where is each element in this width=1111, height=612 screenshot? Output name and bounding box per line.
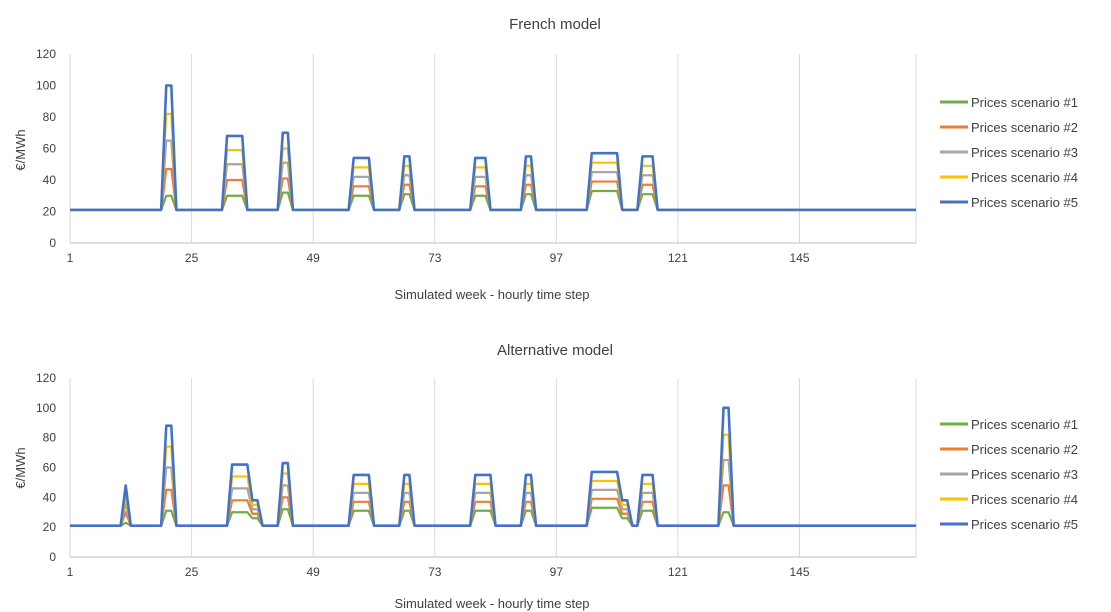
y-tick-label: 0 — [49, 550, 56, 564]
x-tick-label: 145 — [789, 251, 809, 265]
series-line — [70, 112, 916, 212]
x-tick-label: 97 — [550, 565, 564, 579]
y-tick-label: 40 — [43, 173, 57, 187]
legend-label: Prices scenario #1 — [971, 95, 1078, 110]
x-tick-label: 121 — [668, 565, 688, 579]
chart-french-model: French model €/MWh Simulated week - hour… — [13, 16, 1078, 302]
grid-lines — [69, 54, 917, 243]
x-tick-label: 25 — [185, 565, 199, 579]
legend-label: Prices scenario #5 — [971, 195, 1078, 210]
y-tick-label: 40 — [43, 490, 57, 504]
y-tick-label: 80 — [43, 110, 57, 124]
x-tick-label: 49 — [306, 251, 320, 265]
y-tick-label: 20 — [43, 205, 57, 219]
x-tick-label: 1 — [67, 251, 74, 265]
legend-label: Prices scenario #1 — [971, 417, 1078, 432]
grid-lines — [69, 378, 917, 557]
y-tick-label: 60 — [43, 142, 57, 156]
legend-label: Prices scenario #3 — [971, 467, 1078, 482]
x-tick-label: 121 — [668, 251, 688, 265]
x-axis-label: Simulated week - hourly time step — [394, 287, 589, 302]
legend-label: Prices scenario #4 — [971, 492, 1078, 507]
y-tick-label: 100 — [36, 401, 56, 415]
chart-title: Alternative model — [497, 342, 613, 359]
series-line — [70, 406, 916, 527]
x-tick-label: 73 — [428, 251, 442, 265]
x-ticks: 1 25 49 73 97 121 145 — [67, 565, 810, 579]
y-tick-label: 80 — [43, 431, 57, 445]
legend: Prices scenario #1 Prices scenario #2 Pric… — [940, 95, 1078, 210]
legend-label: Prices scenario #2 — [971, 120, 1078, 135]
y-tick-label: 100 — [36, 79, 56, 93]
x-tick-label: 145 — [789, 565, 809, 579]
series-line — [70, 139, 916, 212]
legend-label: Prices scenario #4 — [971, 170, 1078, 185]
series-line — [70, 84, 916, 212]
y-tick-label: 120 — [36, 371, 56, 385]
y-ticks: 0 20 40 60 80 100 120 — [36, 371, 56, 564]
legend-label: Prices scenario #3 — [971, 145, 1078, 160]
chart-title: French model — [509, 16, 601, 33]
x-ticks: 1 25 49 73 97 121 145 — [67, 251, 810, 265]
y-tick-label: 20 — [43, 520, 57, 534]
x-tick-label: 1 — [67, 565, 74, 579]
series-lines — [70, 406, 916, 527]
x-tick-label: 49 — [306, 565, 320, 579]
y-ticks: 0 20 40 60 80 100 120 — [36, 47, 56, 250]
y-axis-label: €/MWh — [13, 129, 28, 170]
y-tick-label: 0 — [49, 236, 56, 250]
x-tick-label: 25 — [185, 251, 199, 265]
legend-label: Prices scenario #5 — [971, 517, 1078, 532]
legend-label: Prices scenario #2 — [971, 442, 1078, 457]
series-line — [70, 189, 916, 212]
y-axis-label: €/MWh — [13, 447, 28, 488]
legend: Prices scenario #1 Prices scenario #2 Pric… — [940, 417, 1078, 532]
x-axis-label: Simulated week - hourly time step — [394, 596, 589, 611]
y-tick-label: 60 — [43, 461, 57, 475]
x-tick-label: 97 — [550, 251, 564, 265]
series-line — [70, 167, 916, 212]
x-tick-label: 73 — [428, 565, 442, 579]
chart-alternative-model: Alternative model €/MWh Simulated week -… — [13, 342, 1078, 611]
series-lines — [70, 84, 916, 212]
y-tick-label: 120 — [36, 47, 56, 61]
